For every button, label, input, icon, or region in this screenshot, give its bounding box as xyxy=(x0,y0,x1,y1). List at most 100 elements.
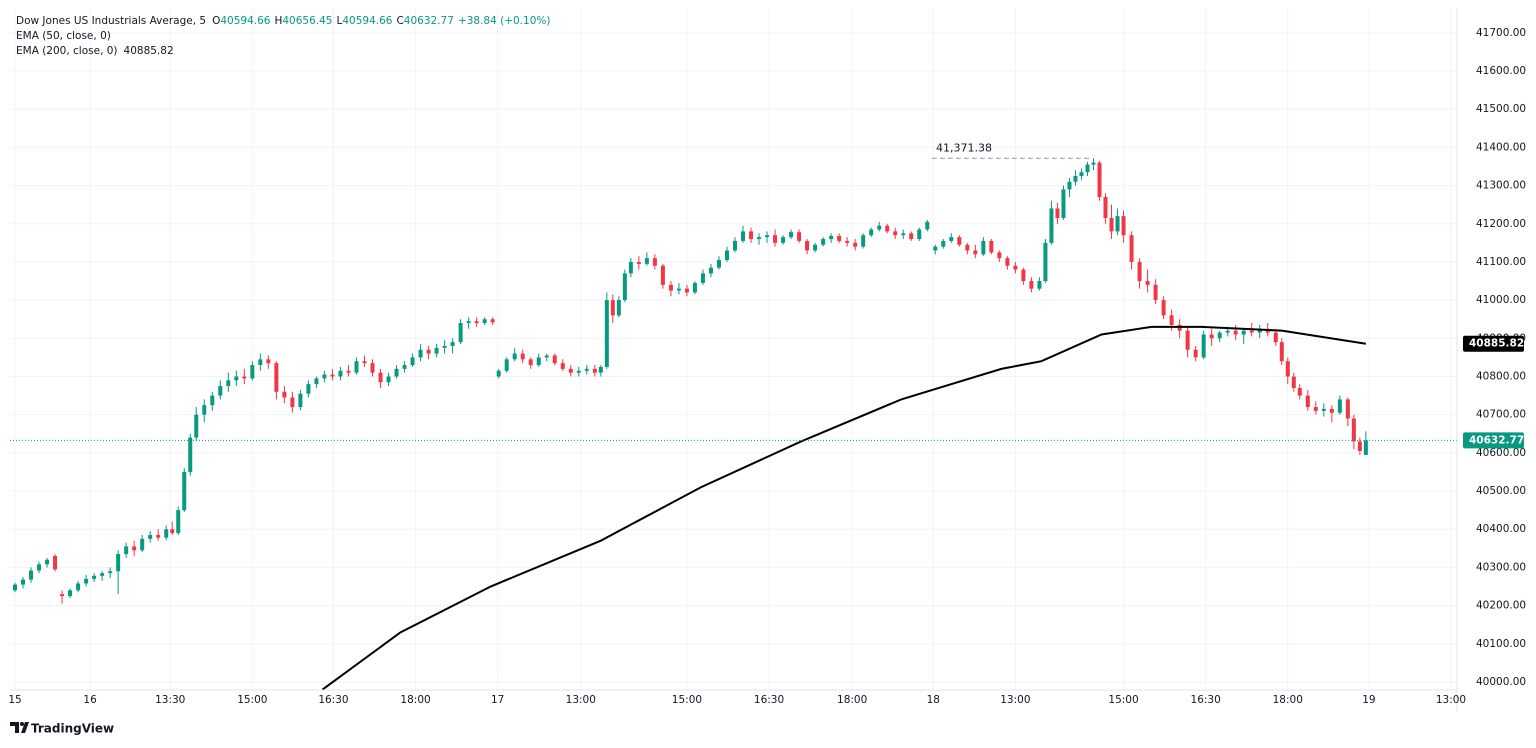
candle-body xyxy=(410,357,415,366)
candle-body xyxy=(226,380,231,387)
x-tick-label: 16:30 xyxy=(1191,694,1221,706)
candle-body xyxy=(1121,216,1126,236)
candle-body xyxy=(1363,440,1368,455)
candle-body xyxy=(925,221,930,230)
candle-body xyxy=(1115,216,1120,232)
candle-body xyxy=(592,368,597,373)
candle-body xyxy=(917,229,922,240)
candle-body xyxy=(188,437,193,472)
candle-body xyxy=(108,571,113,574)
y-tick-label: 40400.00 xyxy=(1476,523,1526,535)
candle-body xyxy=(598,366,603,373)
y-tick-label: 41200.00 xyxy=(1476,218,1526,230)
x-tick-label: 13:00 xyxy=(566,694,596,706)
ohlc-value: 40656.45 xyxy=(282,15,332,27)
candle-body xyxy=(394,368,399,377)
legend-header: Dow Jones US Industrials Average, 5 O4059… xyxy=(16,15,550,57)
x-tick-label: 18:00 xyxy=(1273,694,1303,706)
candle-body xyxy=(482,319,487,324)
candle-body xyxy=(520,353,525,360)
y-tick-label: 40500.00 xyxy=(1476,485,1526,497)
candle-body xyxy=(1279,342,1284,362)
candle-body xyxy=(156,534,161,538)
candle-body xyxy=(1061,189,1066,219)
ema-line xyxy=(321,325,1367,690)
x-tick-label: 18 xyxy=(927,694,940,706)
candle-body xyxy=(861,235,866,247)
price-badge-label: 40885.82 xyxy=(1469,338,1524,350)
candle-body xyxy=(909,233,914,240)
price-badge-label: 40632.77 xyxy=(1469,434,1524,446)
candle-body xyxy=(1241,330,1246,335)
candle-body xyxy=(652,258,657,266)
candle-body xyxy=(1357,441,1362,451)
candle-body xyxy=(644,258,649,264)
axes: 40000.00 40100.00 40200.00 40300.00 40400.00… xyxy=(8,27,1526,706)
candle-body xyxy=(616,300,621,316)
ohlc-key: H xyxy=(274,15,282,27)
candle-body xyxy=(132,546,137,551)
y-tick-label: 41000.00 xyxy=(1476,294,1526,306)
candle-body xyxy=(997,252,1002,259)
candle-body xyxy=(466,321,471,324)
candle-body xyxy=(1313,407,1318,411)
candle-body xyxy=(1043,242,1048,282)
ohlc-value: 40594.66 xyxy=(220,15,270,27)
y-tick-label: 40300.00 xyxy=(1476,561,1526,573)
candle-body xyxy=(821,239,826,245)
y-tick-label: 41400.00 xyxy=(1476,141,1526,153)
candle-body xyxy=(68,590,73,597)
candle-body xyxy=(434,347,439,354)
candle-body xyxy=(668,284,673,291)
candle-body xyxy=(536,357,541,366)
candle-body xyxy=(901,233,906,236)
candle-body xyxy=(716,260,721,268)
y-tick-label: 41100.00 xyxy=(1476,256,1526,268)
candle-body xyxy=(60,594,65,597)
candle-body xyxy=(234,376,239,381)
candle-body xyxy=(346,370,351,373)
candle-body xyxy=(474,321,479,324)
candle-body xyxy=(853,242,858,247)
indicator-name: EMA (50, close, 0) xyxy=(16,30,111,42)
candle-body xyxy=(386,376,391,383)
candle-body xyxy=(116,554,121,572)
candle-body xyxy=(813,244,818,251)
candle-body xyxy=(757,237,762,240)
candle-body xyxy=(636,261,641,264)
candle-body xyxy=(622,273,627,301)
candle-body xyxy=(941,240,946,247)
candle-body xyxy=(1153,284,1158,301)
candle-body xyxy=(1013,265,1018,270)
candle-body xyxy=(1067,181,1072,190)
watermark-text: TradingView xyxy=(31,722,114,736)
candle-body xyxy=(13,584,18,591)
candle-body xyxy=(100,573,105,576)
candle-body xyxy=(1005,258,1010,266)
x-tick-label: 18:00 xyxy=(837,694,867,706)
x-tick-label: 15:00 xyxy=(237,694,267,706)
candle-body xyxy=(210,395,215,406)
candle-body xyxy=(885,225,890,232)
candle-body xyxy=(552,355,557,364)
plot-area: 41,371.38 xyxy=(10,141,1457,690)
candle-body xyxy=(973,250,978,255)
candle-body xyxy=(749,231,754,240)
candle-body xyxy=(700,273,705,283)
candle-body xyxy=(724,250,729,261)
candle-body xyxy=(933,246,938,251)
candle-body xyxy=(837,235,842,241)
candle-body xyxy=(250,365,255,379)
candle-body xyxy=(741,231,746,241)
candle-body xyxy=(512,353,517,360)
candle-body xyxy=(989,240,994,253)
y-tick-label: 41500.00 xyxy=(1476,103,1526,115)
title: Dow Jones US Industrials Average, 5 xyxy=(16,15,206,27)
y-tick-label: 40200.00 xyxy=(1476,600,1526,612)
candle-body xyxy=(733,240,738,251)
x-tick-label: 13:00 xyxy=(1000,694,1030,706)
candle-body xyxy=(628,261,633,274)
candle-body xyxy=(148,534,153,539)
logo xyxy=(20,722,24,726)
